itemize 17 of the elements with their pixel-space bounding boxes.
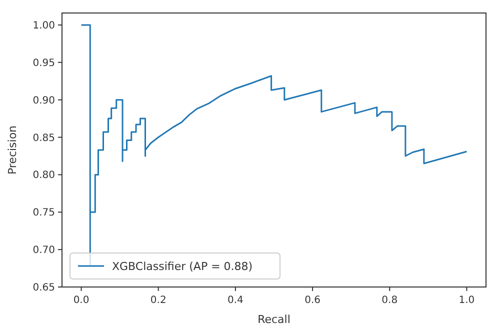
y-tick-label: 0.65 <box>32 282 55 294</box>
x-tick-label: 1.0 <box>458 295 475 306</box>
y-tick-label: 1.00 <box>32 20 55 32</box>
y-tick-label: 0.95 <box>32 58 55 69</box>
x-tick-label: 0.4 <box>228 295 244 306</box>
x-tick-label: 0.0 <box>73 295 90 306</box>
y-tick-label: 0.70 <box>32 245 55 256</box>
y-tick-label: 0.90 <box>32 95 55 106</box>
x-tick-label: 0.2 <box>150 295 166 306</box>
y-tick-label: 0.80 <box>32 170 55 182</box>
legend-label: XGBClassifier (AP = 0.88) <box>112 260 253 273</box>
y-tick-label: 0.75 <box>32 208 55 219</box>
y-tick-label: 0.85 <box>32 132 55 144</box>
x-tick-label: 0.6 <box>304 295 320 306</box>
y-axis-title: Precision <box>6 125 19 175</box>
x-axis-title: Recall <box>258 313 290 326</box>
x-tick-label: 0.8 <box>382 295 398 306</box>
